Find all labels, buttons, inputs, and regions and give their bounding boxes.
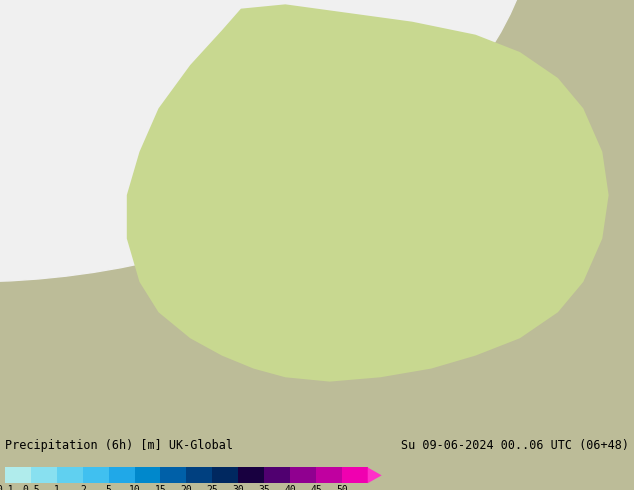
Bar: [186, 467, 212, 483]
Text: 35: 35: [258, 486, 270, 490]
Bar: [134, 467, 160, 483]
Text: 45: 45: [310, 486, 322, 490]
Bar: [83, 467, 108, 483]
Text: 5: 5: [106, 486, 112, 490]
Text: Su 09-06-2024 00..06 UTC (06+48): Su 09-06-2024 00..06 UTC (06+48): [401, 439, 629, 452]
Text: 1: 1: [54, 486, 60, 490]
Bar: [342, 467, 368, 483]
Bar: [316, 467, 342, 483]
Text: Precipitation (6h) [m] UK-Global: Precipitation (6h) [m] UK-Global: [5, 439, 233, 452]
Bar: [31, 467, 57, 483]
Text: 2: 2: [80, 486, 86, 490]
Bar: [160, 467, 186, 483]
Text: 30: 30: [232, 486, 244, 490]
Text: 40: 40: [284, 486, 296, 490]
Text: 15: 15: [155, 486, 166, 490]
Polygon shape: [127, 4, 609, 382]
Text: 20: 20: [181, 486, 192, 490]
Bar: [5, 467, 31, 483]
Bar: [212, 467, 238, 483]
Text: 50: 50: [336, 486, 347, 490]
Text: 0.5: 0.5: [22, 486, 40, 490]
Bar: [238, 467, 264, 483]
Text: 0.1: 0.1: [0, 486, 14, 490]
Bar: [57, 467, 83, 483]
Circle shape: [0, 0, 539, 282]
Text: 25: 25: [207, 486, 218, 490]
Bar: [264, 467, 290, 483]
Bar: [290, 467, 316, 483]
Bar: [108, 467, 134, 483]
Text: 10: 10: [129, 486, 141, 490]
Polygon shape: [368, 467, 382, 483]
